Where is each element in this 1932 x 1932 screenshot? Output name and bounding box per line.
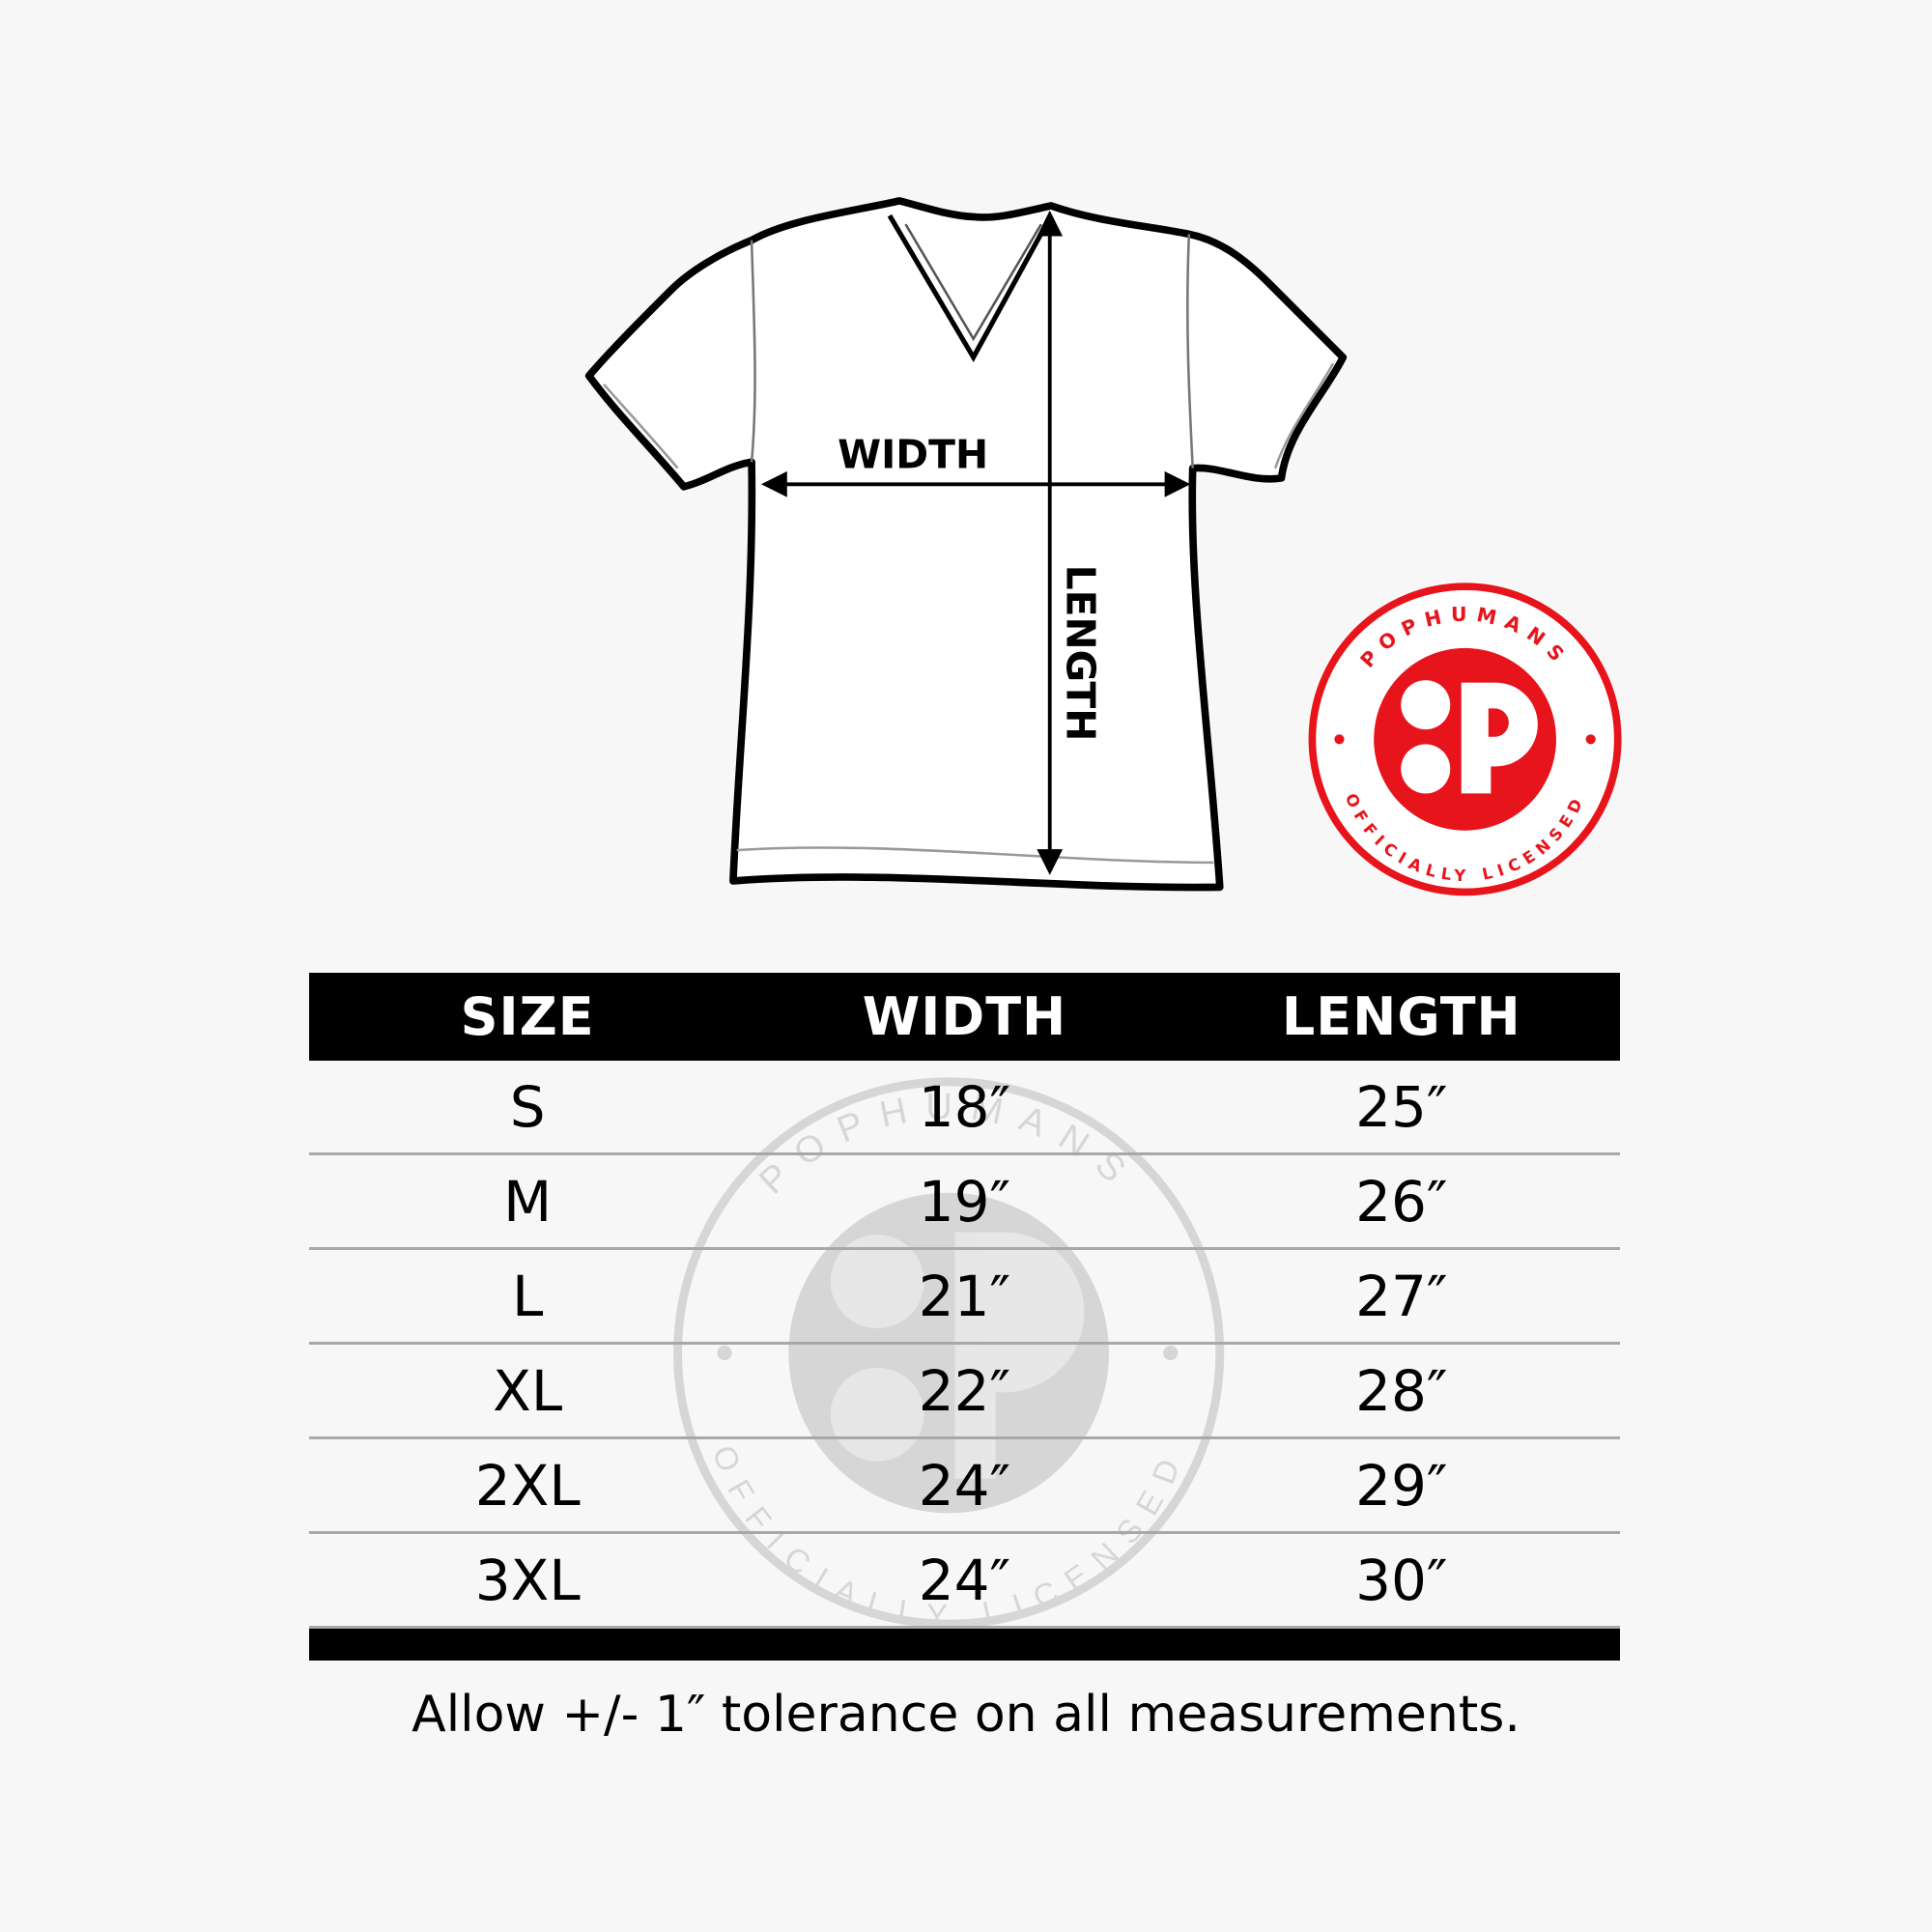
- header-length: LENGTH: [1281, 986, 1521, 1047]
- cell-length: 25″: [1355, 1073, 1448, 1140]
- officially-licensed-badge: POPHUMANS OFFICIALLY LICENSED: [1308, 582, 1622, 896]
- cell-length: 28″: [1355, 1357, 1448, 1424]
- cell-width: 24″: [918, 1547, 1011, 1613]
- cell-length: 30″: [1355, 1547, 1448, 1613]
- cell-size: L: [512, 1263, 544, 1329]
- cell-size: 3XL: [474, 1547, 581, 1613]
- cell-length: 29″: [1355, 1452, 1448, 1519]
- table-row: L 21″ 27″: [309, 1250, 1620, 1345]
- length-label: LENGTH: [1058, 565, 1104, 742]
- table-row: S 18″ 25″: [309, 1061, 1620, 1155]
- size-chart-table: SIZE WIDTH LENGTH S 18″ 25″ M 19″ 26″ L 21″ 27…: [309, 973, 1620, 1661]
- cell-size: S: [509, 1073, 546, 1140]
- cell-width: 24″: [918, 1452, 1011, 1519]
- table-row: 2XL 24″ 29″: [309, 1439, 1620, 1534]
- cell-width: 22″: [918, 1357, 1011, 1424]
- table-row: M 19″ 26″: [309, 1155, 1620, 1250]
- width-label: WIDTH: [838, 432, 988, 478]
- table-bottom-bar: [309, 1629, 1620, 1661]
- cell-width: 19″: [918, 1168, 1011, 1235]
- cell-size: 2XL: [474, 1452, 581, 1519]
- tshirt-diagram: WIDTH LENGTH: [584, 197, 1348, 892]
- cell-length: 26″: [1355, 1168, 1448, 1235]
- cell-size: M: [503, 1168, 553, 1235]
- cell-length: 27″: [1355, 1263, 1448, 1329]
- header-width: WIDTH: [862, 986, 1067, 1047]
- cell-width: 18″: [918, 1073, 1011, 1140]
- tolerance-note: Allow +/- 1″ tolerance on all measuremen…: [412, 1686, 1520, 1744]
- header-size: SIZE: [460, 986, 595, 1047]
- table-row: XL 22″ 28″: [309, 1345, 1620, 1439]
- table-header: SIZE WIDTH LENGTH: [309, 973, 1620, 1061]
- cell-width: 21″: [918, 1263, 1011, 1329]
- table-row: 3XL 24″ 30″: [309, 1534, 1620, 1629]
- cell-size: XL: [493, 1357, 563, 1424]
